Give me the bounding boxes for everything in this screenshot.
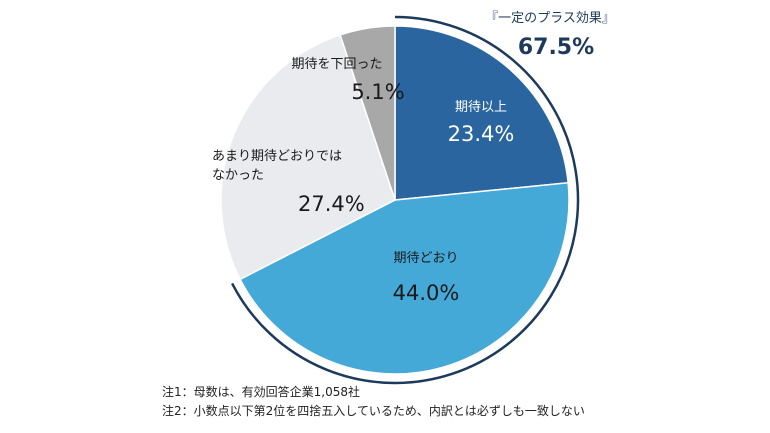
highlight-value: 67.5% [518, 35, 594, 60]
slice-value-below-expectations: 5.1% [351, 80, 404, 104]
slice-value-as-expected: 44.0% [393, 281, 460, 305]
pie-slice-as-expected [239, 181, 570, 375]
pie-slice-below-expectations [339, 25, 396, 201]
slice-label-not-quite-as-expected: あまり期待どおりではなかった [212, 149, 342, 183]
slice-label-above-expectations: 期待以上 [455, 100, 507, 115]
pie-slice-not-quite-as-expected [220, 33, 396, 281]
footnote-1: 注1：母数は、有効回答企業1,058社 [162, 385, 360, 399]
pie-slice-above-expectations [394, 25, 569, 201]
positive-effect-bracket-arc [231, 15, 580, 385]
slice-label-as-expected: 期待どおり [393, 251, 458, 266]
slice-value-above-expectations: 23.4% [448, 122, 515, 146]
slice-label-below-expectations: 期待を下回った [291, 57, 382, 72]
footnote-2: 注2：小数点以下第2位を四捨五入しているため、内訳とは必ずしも一致しない [162, 404, 585, 418]
highlight-label: 『一定のプラス効果』 [485, 11, 615, 26]
slice-value-not-quite-as-expected: 27.4% [298, 192, 365, 216]
